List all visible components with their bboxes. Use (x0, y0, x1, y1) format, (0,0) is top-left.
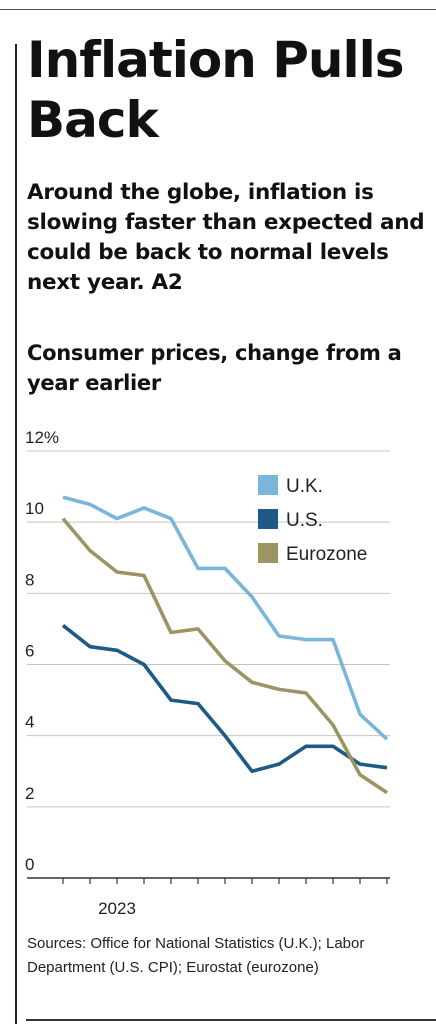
legend-label: Eurozone (286, 544, 367, 565)
y-axis-labels: 12% 10 8 6 4 2 0 (25, 428, 59, 874)
legend-swatch (258, 475, 278, 495)
series-line-us (61, 623, 388, 774)
left-rule (15, 44, 17, 1024)
legend-swatch (258, 509, 278, 529)
y-tick-label: 4 (25, 713, 34, 732)
headline: Inflation Pulls Back (27, 31, 405, 149)
legend-swatch (258, 543, 278, 563)
top-rule (0, 9, 436, 10)
dek: Around the globe, inflation is slowing f… (27, 178, 427, 298)
chart-title: Consumer prices, change from a year earl… (27, 341, 402, 395)
y-tick-label: 0 (25, 855, 34, 874)
y-tick-label: 10 (25, 499, 44, 518)
x-axis: 2023 (27, 877, 390, 918)
series-lines (61, 495, 389, 795)
x-tick-label-2023: 2023 (98, 899, 136, 918)
gridlines (27, 450, 390, 808)
y-tick-label: 6 (25, 642, 34, 661)
legend-label: U.K. (286, 476, 323, 497)
legend-label: U.S. (286, 510, 323, 531)
y-tick-label: 8 (25, 570, 34, 589)
sources-note: Sources: Office for National Statistics … (27, 935, 365, 976)
line-chart: 12% 10 8 6 4 2 0 2023 U.K. U.S. Eurozone (25, 428, 390, 918)
dek-text: Around the globe, inflation is slowing f… (27, 180, 425, 295)
y-tick-label: 2 (25, 784, 34, 803)
legend: U.K. U.S. Eurozone (258, 475, 367, 565)
series-line-uk (62, 495, 389, 741)
y-tick-label: 12% (25, 428, 59, 447)
series-line-eurozone (61, 517, 388, 795)
dek-page-ref: A2 (151, 270, 183, 295)
bottom-rule (26, 1019, 436, 1021)
